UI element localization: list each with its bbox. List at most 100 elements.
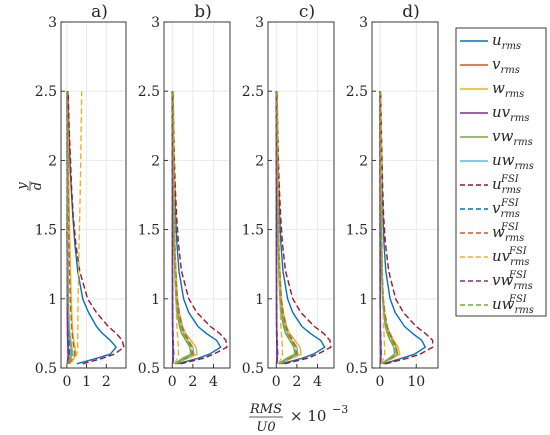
legend-label-base: uv <box>492 247 511 265</box>
x-label-exponent: −3 <box>332 403 348 416</box>
x-tick-label: 0 <box>272 374 281 390</box>
legend-label-base: w <box>492 223 505 241</box>
y-tick-label: 3 <box>255 15 264 31</box>
y-tick-label: 2.5 <box>138 84 160 100</box>
legend-entry: urms <box>460 31 521 52</box>
y-tick-label: 0.5 <box>138 361 160 377</box>
legend-label: wrms <box>492 79 524 100</box>
legend-label-base: uw <box>492 295 515 313</box>
legend-entry: uwrms <box>460 151 534 172</box>
series-line-vw-fsi <box>66 91 69 364</box>
x-tick-label: 1 <box>82 374 91 390</box>
legend-label-base: vw <box>492 127 513 145</box>
legend-label: vrms <box>492 55 520 76</box>
legend-label: vrms <box>492 199 520 220</box>
legend-label-superscript: FSI <box>500 222 520 233</box>
legend-label-base: uw <box>492 151 515 169</box>
legend-label-subscript: rms <box>513 281 532 292</box>
series-line-vw-fsi <box>379 91 382 364</box>
y-tick-label: 1.5 <box>242 223 264 239</box>
y-tick-label: 1.5 <box>138 223 160 239</box>
legend-label-subscript: rms <box>502 185 521 196</box>
legend-entry: uvrms <box>460 103 530 124</box>
y-label-numerator: y <box>15 182 30 191</box>
series-line-vw-fsi <box>275 91 278 364</box>
y-tick-label: 2 <box>48 153 57 169</box>
x-tick-label: 10 <box>407 374 425 390</box>
series-line-uw-fsi <box>276 91 297 365</box>
axes-frame <box>371 21 439 369</box>
legend: urmsvrmswrmsuvrmsvwrmsuwrmsurmsFSIvrmsFS… <box>455 27 547 317</box>
series-line-u-fsi <box>380 91 434 365</box>
panel-1: 0.511.522.530 1 2a) <box>35 2 127 390</box>
y-tick-label: 1 <box>359 292 368 308</box>
legend-label: uvrms <box>492 247 530 268</box>
series-line-vw-fsi <box>171 91 174 364</box>
x-tick-label: 4 <box>209 374 218 390</box>
y-tick-label: 1.5 <box>35 223 57 239</box>
legend-label-base: v <box>492 199 501 217</box>
legend-label: uwrms <box>492 295 534 316</box>
panel-title: a) <box>91 2 108 22</box>
legend-label-subscript: rms <box>505 233 524 244</box>
series-line-u-fsi <box>67 91 125 365</box>
x-tick-label: 0 <box>376 374 385 390</box>
legend-entry: wrms <box>460 79 524 100</box>
y-tick-label: 3 <box>151 15 160 31</box>
legend-label: vwrms <box>492 271 533 292</box>
x-tick-label: 4 <box>313 374 322 390</box>
legend-label-subscript: rms <box>510 113 529 124</box>
legend-label-subscript: rms <box>513 137 532 148</box>
x-tick-label: 0 <box>62 374 71 390</box>
x-tick-label: 0 <box>168 374 177 390</box>
y-tick-label: 2.5 <box>35 84 57 100</box>
y-tick-label: 1 <box>255 292 264 308</box>
legend-entry: vrms <box>460 55 520 76</box>
y-tick-label: 1 <box>48 292 57 308</box>
axes-frame <box>267 21 335 369</box>
legend-box <box>455 27 547 317</box>
y-tick-label: 2.5 <box>242 84 264 100</box>
legend-label: urms <box>492 31 521 52</box>
legend-label-base: u <box>492 31 502 49</box>
legend-label-superscript: FSI <box>500 174 520 185</box>
panel-title: b) <box>194 2 212 22</box>
legend-label-superscript: FSI <box>508 246 528 257</box>
series-line-uw-fsi <box>172 91 193 365</box>
x-tick-label: 2 <box>102 374 111 390</box>
series-line-w <box>67 91 77 365</box>
legend-label-subscript: rms <box>510 257 529 268</box>
legend-label-subscript: rms <box>515 305 534 316</box>
series-line-uw-fsi <box>66 91 73 365</box>
panel-title: d) <box>402 2 420 22</box>
legend-label-subscript: rms <box>502 41 521 52</box>
legend-label: uvrms <box>492 103 530 124</box>
y-tick-label: 2 <box>255 153 264 169</box>
series-line-uw-fsi <box>379 91 397 365</box>
x-label-numerator: RMS <box>249 402 282 417</box>
panel-title: c) <box>299 2 315 22</box>
legend-label-superscript: FSI <box>508 294 528 305</box>
legend-label-superscript: FSI <box>500 198 520 209</box>
x-label-denominator: U0 <box>256 420 275 435</box>
y-tick-label: 3 <box>359 15 368 31</box>
legend-label-base: w <box>492 79 505 97</box>
legend-label: wrms <box>492 223 524 244</box>
x-tick-label: 2 <box>188 374 197 390</box>
series-line-u-fsi <box>172 91 228 365</box>
series-line-uv-fsi <box>69 91 83 365</box>
legend-label-base: u <box>492 175 502 193</box>
legend-label-subscript: rms <box>515 161 534 172</box>
y-tick-label: 1 <box>151 292 160 308</box>
legend-label-base: vw <box>492 271 513 289</box>
y-tick-label: 0.5 <box>35 361 57 377</box>
x-label-multiplier: × 10 <box>290 407 326 425</box>
legend-label: uwrms <box>492 151 534 172</box>
